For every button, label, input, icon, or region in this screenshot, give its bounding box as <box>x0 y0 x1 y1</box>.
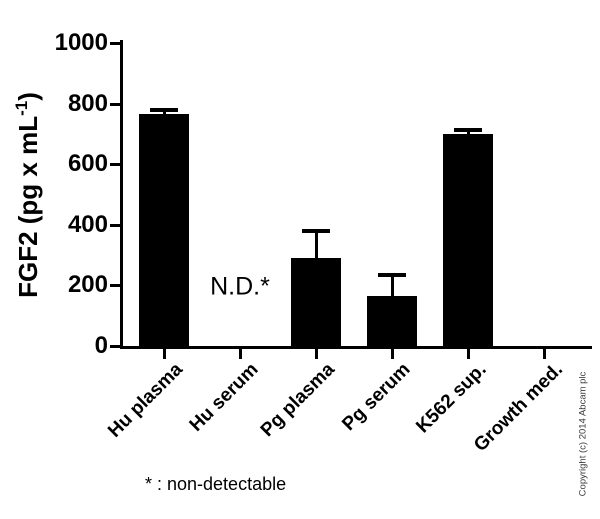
bar-pg-serum <box>367 296 417 348</box>
y-tick-label: 200 <box>67 271 108 299</box>
error-bar-stem-hu-plasma <box>162 109 166 115</box>
y-axis-title-close-paren: ) <box>12 92 43 101</box>
x-axis-tick <box>239 349 242 359</box>
x-axis-line <box>120 346 592 349</box>
y-axis-title-superscript: -1 <box>12 100 32 116</box>
error-bar-cap-pg-serum <box>378 272 406 277</box>
y-axis-tick <box>110 42 120 45</box>
bar-hu-plasma <box>139 114 189 348</box>
error-bar-cap-k562-sup <box>454 128 482 133</box>
error-bar-stem-pg-plasma <box>314 230 318 259</box>
footnote-non-detectable: * : non-detectable <box>145 474 287 494</box>
y-axis-tick <box>110 223 120 227</box>
y-tick-label: 600 <box>67 150 108 178</box>
y-tick-label: 800 <box>67 89 108 117</box>
y-axis-tick <box>110 284 120 288</box>
x-axis-tick <box>467 349 470 359</box>
copyright-notice: Copyright (c) 2014 Abcam plc <box>577 371 589 497</box>
x-axis-tick <box>163 349 166 359</box>
y-axis-tick <box>110 345 120 348</box>
x-axis-tick <box>543 349 546 359</box>
y-tick-label: 0 <box>94 332 108 359</box>
y-axis-tick <box>110 163 120 167</box>
x-axis-tick <box>315 349 318 359</box>
error-bar-cap-hu-plasma <box>150 107 178 112</box>
bar-k562-sup <box>443 133 493 348</box>
y-tick-label: 1000 <box>54 29 108 56</box>
x-tick-label-pg-serum: Pg serum <box>338 359 415 436</box>
x-axis-tick <box>391 349 394 359</box>
y-axis-title: FGF2 (pg x mL-1) <box>12 92 44 298</box>
error-bar-cap-pg-plasma <box>302 228 330 233</box>
x-tick-label-k562-sup: K562 sup. <box>412 359 491 438</box>
x-tick-label-pg-plasma: Pg plasma <box>256 359 339 442</box>
x-tick-label-hu-serum: Hu serum <box>186 359 263 436</box>
y-axis-title-text: FGF2 (pg x mL <box>12 115 43 298</box>
error-bar-stem-pg-serum <box>390 274 394 296</box>
nd-annotation: N.D.* <box>210 272 270 301</box>
y-axis-tick <box>110 102 120 106</box>
y-tick-label: 400 <box>67 210 108 238</box>
bar-pg-plasma <box>291 258 341 348</box>
x-tick-label-hu-plasma: Hu plasma <box>104 359 187 442</box>
y-axis-line <box>120 40 123 349</box>
